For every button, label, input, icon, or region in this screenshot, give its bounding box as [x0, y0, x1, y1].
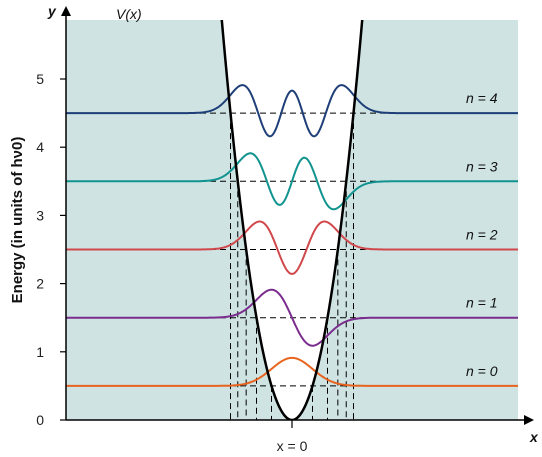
y-tick-label: 3 — [36, 207, 44, 223]
wavefunction-n2 — [66, 220, 518, 275]
wavefunction-n1 — [66, 288, 518, 347]
y-tick-label: 4 — [36, 139, 44, 155]
turning-point-lines — [230, 113, 354, 420]
level-label-n0: n = 0 — [466, 363, 498, 379]
level-label-n1: n = 1 — [466, 295, 498, 311]
level-label-n4: n = 4 — [466, 90, 498, 106]
y-tick-label: 1 — [36, 344, 44, 360]
y-axis-arrow — [61, 6, 71, 16]
level-label-n2: n = 2 — [466, 227, 498, 243]
potential-label: V(x) — [116, 6, 142, 22]
y-ticks: 0 1 2 3 4 5 — [36, 71, 66, 428]
y-tick-label: 5 — [36, 71, 44, 87]
y-tick-label: 0 — [36, 412, 44, 428]
wavefunctions — [66, 84, 518, 387]
x-axis-arrow — [524, 415, 534, 425]
wavefunction-n0 — [66, 356, 518, 387]
x-zero-label: x = 0 — [277, 438, 308, 454]
y-axis-label: Energy (in units of hν0) — [9, 137, 26, 304]
y-tick-label: 2 — [36, 276, 44, 292]
allowed-region-white — [221, 20, 363, 420]
level-label-n3: n = 3 — [466, 158, 498, 174]
y-axis-name: y — [47, 3, 57, 19]
x-axis-name: x — [529, 429, 539, 445]
wavefunction-n3 — [66, 152, 518, 211]
level-labels: n = 0 n = 1 n = 2 n = 3 n = 4 — [466, 90, 498, 379]
wavefunction-n4 — [66, 84, 518, 138]
